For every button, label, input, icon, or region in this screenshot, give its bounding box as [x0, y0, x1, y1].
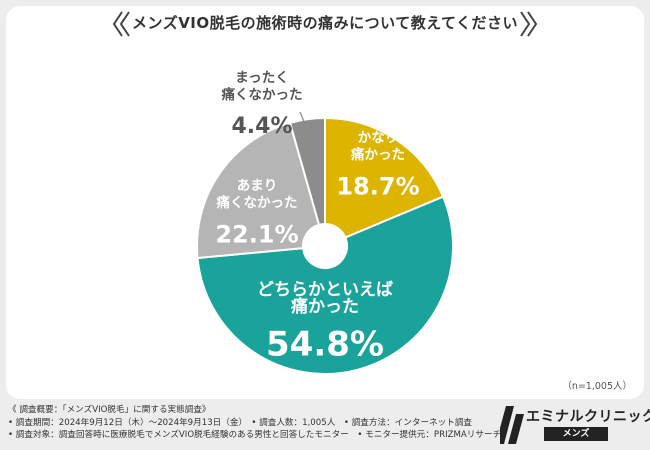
- clinic-logo-icon: [500, 406, 524, 444]
- sample-size-note: （n=1,005人）: [562, 381, 632, 392]
- slice-label-text: 痛かった: [291, 296, 359, 317]
- survey-footer: 《 調査概要：「メンズVIO脱毛」に関する実態調査》 • 調査期間：2024年9…: [8, 404, 502, 442]
- chart-title: メンズVIO脱毛の施術時の痛みについて教えてください: [132, 14, 518, 32]
- chevron-right-icon: [520, 11, 538, 37]
- slice-label-text: あまり: [237, 178, 278, 194]
- survey-overview-heading: 《 調査概要：「メンズVIO脱毛」に関する実態調査》: [8, 405, 211, 415]
- pie-slice-2: [196, 195, 454, 375]
- brand-logo-block: エミナルクリニック メンズ: [500, 404, 650, 446]
- slice-label-text: まったく: [235, 70, 288, 86]
- survey-target-line: • 調査対象：調査回答時に医療脱毛でメンズVIO脱毛経験のある男性と回答したモニ…: [8, 430, 502, 440]
- brand-sub-badge: メンズ: [544, 427, 608, 441]
- pie-slice-1: [324, 116, 445, 239]
- slice-value: 4.4%: [231, 114, 292, 139]
- pie-slice-4: [288, 116, 326, 227]
- slice-label-text: どちらかといえば: [257, 280, 393, 300]
- slice-label-text: かなり: [358, 130, 399, 146]
- leader-line: [299, 111, 306, 125]
- slice-value: 18.7%: [336, 173, 419, 201]
- slice-label-text: 痛くなかった: [216, 194, 298, 211]
- chevron-left-icon: [112, 11, 130, 37]
- slice-value: 54.8%: [266, 325, 384, 365]
- slice-label-text: 痛くなかった: [221, 86, 303, 103]
- pie-slice-3: [196, 121, 321, 260]
- slice-value: 22.1%: [215, 221, 298, 249]
- survey-period-line: • 調査期間：2024年9月12日（木）〜2024年9月13日（金） • 調査人…: [8, 417, 473, 428]
- slice-label-text: 痛かった: [350, 146, 405, 163]
- brand-name: エミナルクリニック: [526, 409, 650, 425]
